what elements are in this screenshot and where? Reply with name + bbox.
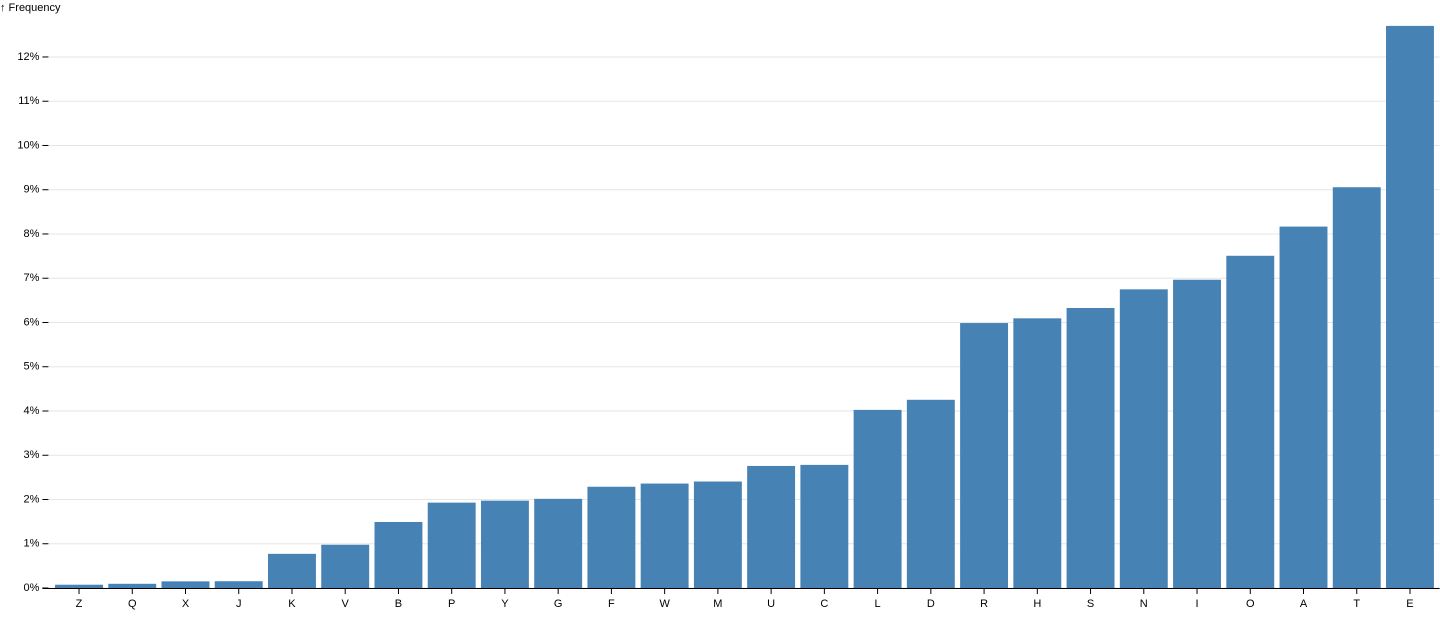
y-tick-label: 2% [23,493,39,505]
x-tick-label: B [395,598,402,610]
bar [1226,255,1275,588]
x-tick-label: X [182,598,190,610]
y-tick-label: 6% [23,316,39,328]
bar [747,465,796,588]
bar [534,498,583,588]
bar [960,323,1009,588]
x-tick-label: C [820,598,828,610]
x-tick-label: R [980,598,988,610]
bar [1013,318,1062,588]
y-tick-label: 8% [23,228,39,240]
bar [853,409,902,588]
x-tick-label: M [713,598,722,610]
y-tick-label: 5% [23,361,39,373]
y-tick-label: 3% [23,449,39,461]
bar [906,399,955,588]
x-tick-label: V [342,598,350,610]
bar [1066,308,1115,588]
x-tick-label: L [875,598,881,610]
bar [800,464,849,588]
bar [161,581,210,588]
bar [587,486,636,588]
x-tick-label: W [659,598,670,610]
y-tick-label: 9% [23,184,39,196]
x-tick-label: Z [76,598,83,610]
bar [1279,226,1328,588]
y-tick-label: 11% [18,95,39,107]
bar [480,500,529,588]
bar [214,581,263,588]
x-tick-label: N [1140,598,1148,610]
x-tick-label: D [927,598,935,610]
bar [693,481,742,588]
bar [1173,279,1221,588]
y-tick-label: 12% [17,51,39,63]
y-axis-label: ↑ Frequency [0,2,61,14]
x-tick-label: Y [501,598,509,610]
x-tick-label: Q [128,598,137,610]
bar [1332,187,1381,588]
x-tick-label: I [1195,598,1198,610]
y-tick-label: 7% [23,272,39,284]
x-tick-label: H [1033,598,1041,610]
bar [640,483,689,588]
x-tick-label: A [1300,598,1308,610]
x-tick-label: K [288,598,296,610]
y-tick-label: 10% [17,139,39,151]
bar [1386,25,1434,588]
bar [321,544,370,588]
bar [268,553,316,588]
bar [427,502,476,588]
x-tick-label: U [767,598,775,610]
bar [374,521,423,588]
bar [55,584,103,588]
y-tick-label: 0% [23,582,39,594]
x-tick-label: S [1087,598,1094,610]
x-tick-label: T [1353,598,1360,610]
x-tick-label: J [236,598,242,610]
x-tick-label: G [554,598,563,610]
y-tick-label: 1% [23,538,39,550]
bar [1119,289,1168,588]
bar [108,583,157,588]
x-tick-label: E [1406,598,1413,610]
x-tick-label: F [608,598,615,610]
x-tick-label: P [448,598,455,610]
y-tick-label: 4% [23,405,39,417]
x-tick-label: O [1246,598,1255,610]
